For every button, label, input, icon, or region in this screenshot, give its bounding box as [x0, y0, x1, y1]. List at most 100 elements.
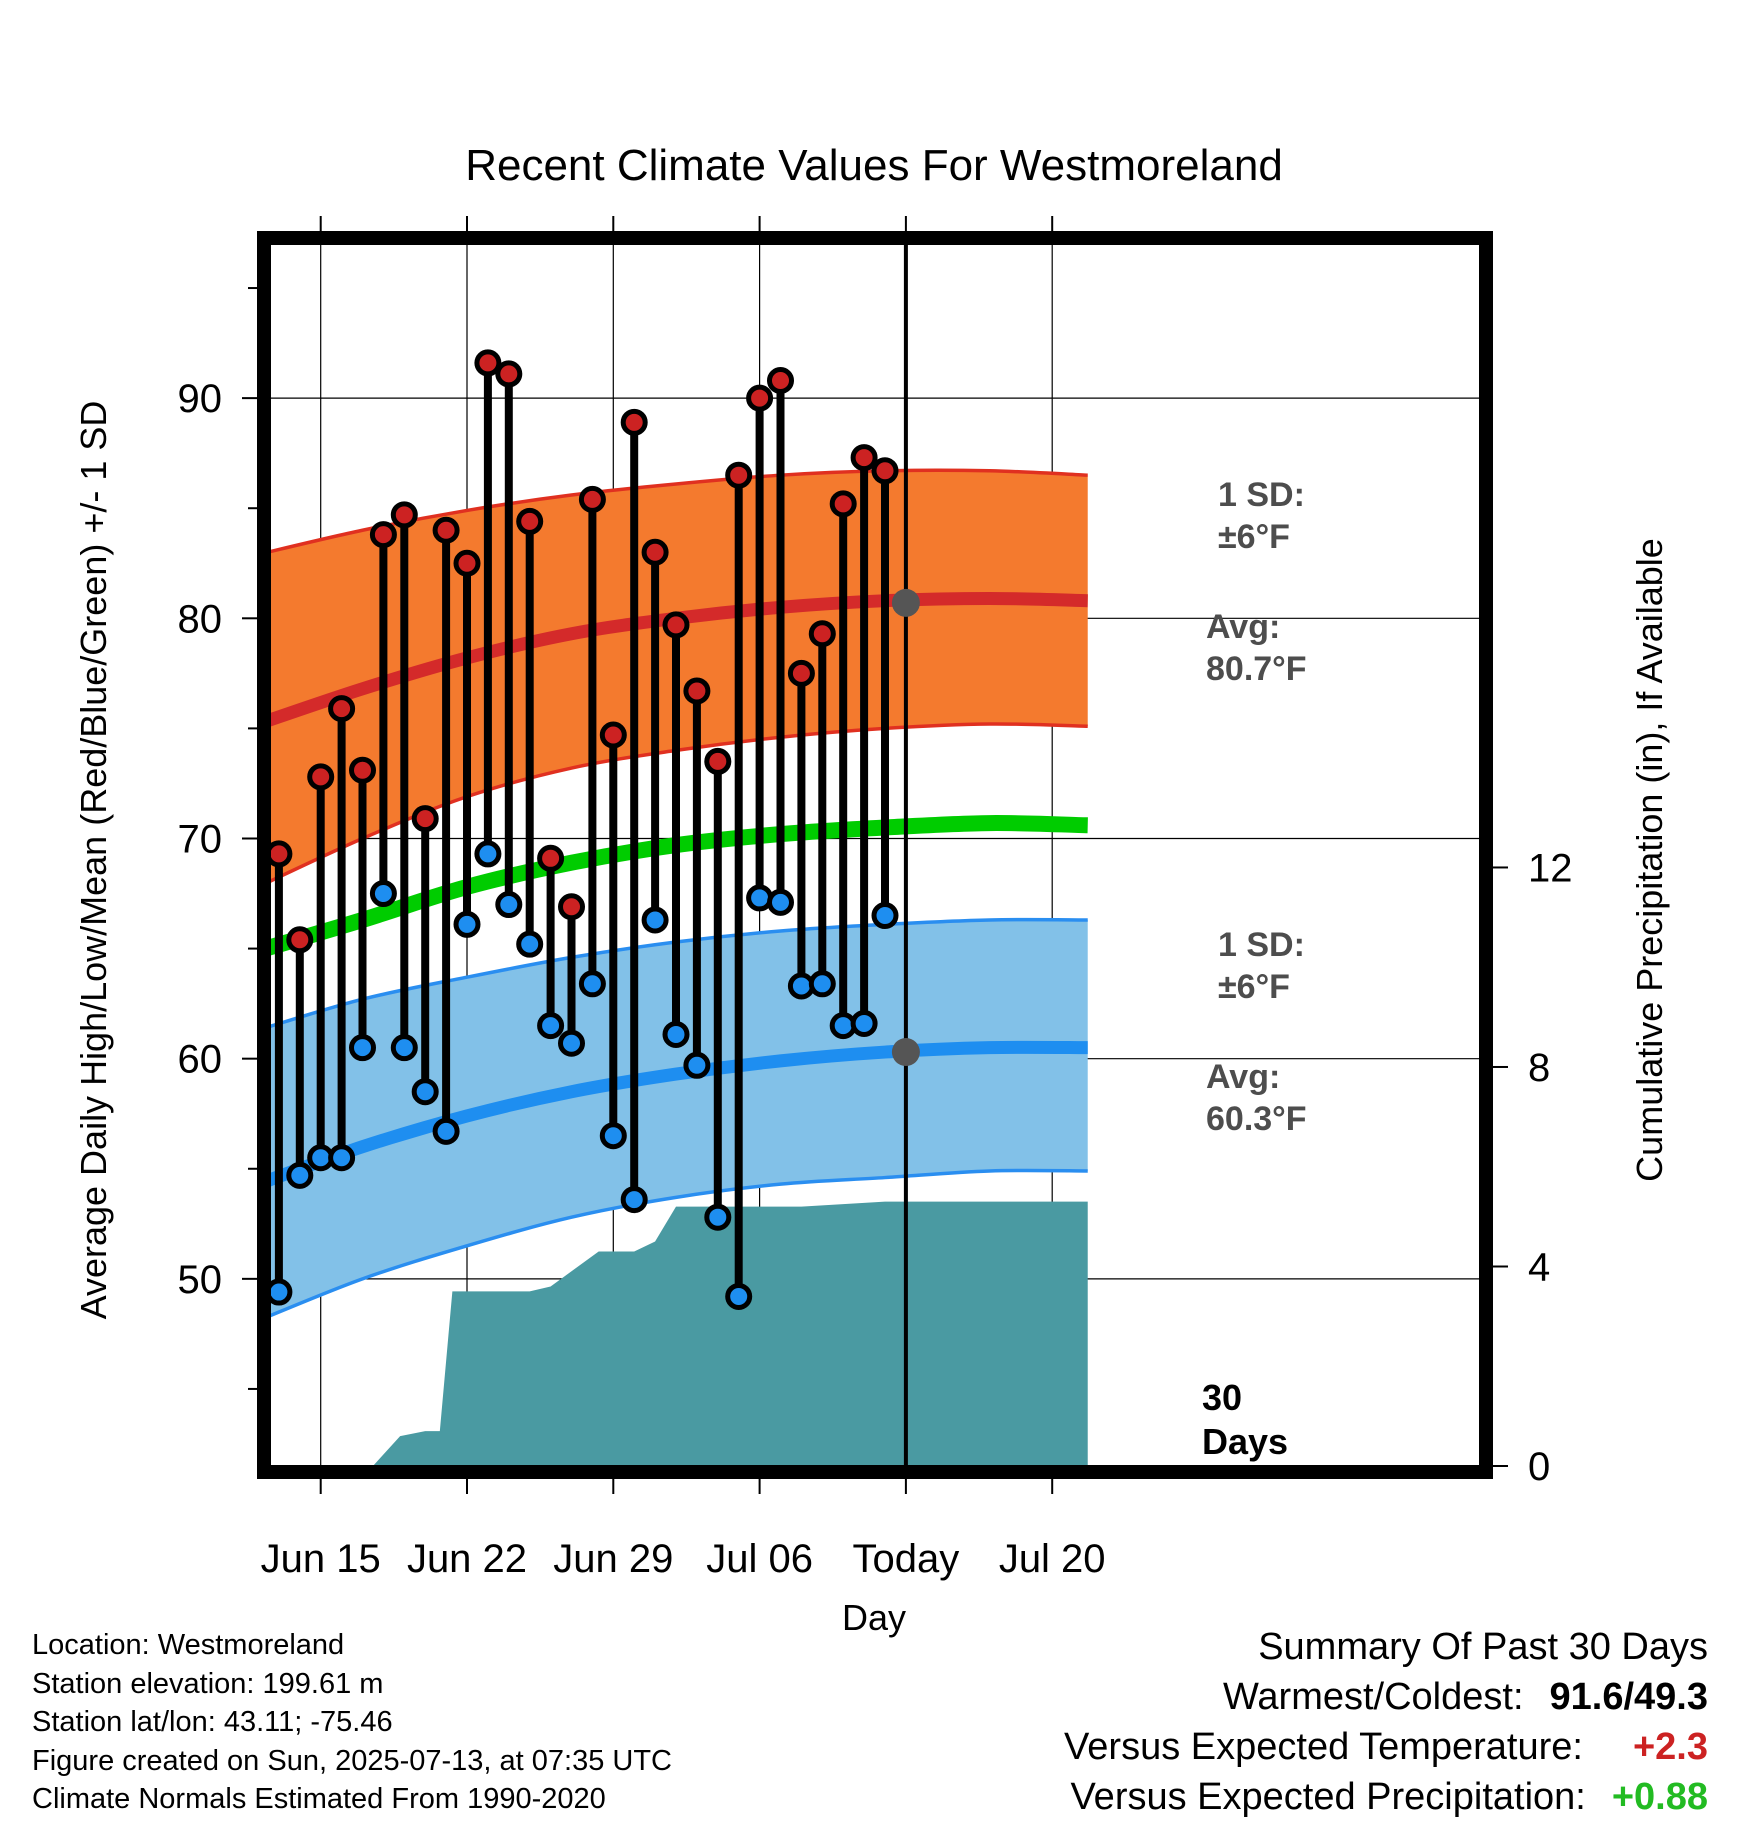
x-tick-label: Jun 29: [553, 1537, 673, 1581]
daily-high-point: [432, 516, 460, 544]
daily-high-point: [808, 620, 836, 648]
daily-low-point: [599, 1122, 627, 1150]
daily-high-point: [453, 549, 481, 577]
normal-low-avg-line: [270, 1040, 1088, 1187]
footer-created: Figure created on Sun, 2025-07-13, at 07…: [32, 1744, 672, 1777]
daily-low-point: [620, 1186, 648, 1214]
y2-tick-label: 12: [1528, 846, 1573, 890]
low-avg-label: 60.3°F: [1206, 1100, 1307, 1138]
summary-heading: Summary Of Past 30 Days: [1258, 1626, 1708, 1668]
today-avg-high-point: [891, 588, 920, 617]
summary-precip-label: Versus Expected Precipitation:: [1070, 1776, 1586, 1818]
daily-low-point: [558, 1029, 585, 1057]
daily-low-point: [871, 902, 899, 930]
daily-low-point: [641, 906, 669, 934]
daily-high-point: [725, 461, 753, 489]
daily-high-point: [537, 844, 565, 872]
summary-temp-label: Versus Expected Temperature:: [1064, 1726, 1583, 1768]
x-tick-label: Today: [853, 1537, 960, 1581]
summary-warm-cold: Warmest/Coldest: 91.6/49.3: [1064, 1672, 1708, 1722]
today-avg-low-point: [891, 1038, 920, 1067]
daily-high-point: [369, 521, 397, 549]
summary-temp-value: +2.3: [1632, 1726, 1708, 1768]
daily-low-point: [411, 1078, 439, 1106]
y2-tick-label: 8: [1528, 1046, 1550, 1090]
daily-high-point: [270, 840, 293, 868]
y-tick-label: 50: [178, 1258, 223, 1302]
plot-content: 1 SD: ±6°F Avg: 80.7°F 1 SD: ±6°F Avg: 60.3°F 30…: [270, 244, 1480, 1466]
daily-low-point: [369, 880, 397, 908]
daily-low-point: [328, 1144, 356, 1172]
x-tick-label: Jul 06: [706, 1537, 813, 1581]
station-info: Location: Westmoreland Station elevation…: [32, 1626, 672, 1819]
daily-high-point: [558, 893, 585, 921]
daily-high-point: [787, 659, 815, 687]
daily-low-point: [767, 888, 794, 916]
daily-high-point: [641, 538, 669, 566]
summary-precip-value: +0.88: [1611, 1776, 1708, 1818]
daily-high-point: [307, 763, 335, 791]
summary-warm-cold-value: 91.6/49.3: [1549, 1676, 1708, 1718]
daily-low-point: [432, 1117, 460, 1145]
daily-high-point: [746, 384, 774, 412]
x-tick-label: Jul 20: [999, 1537, 1106, 1581]
high-sd-label: ±6°F: [1218, 518, 1290, 556]
y-tick-label: 60: [178, 1038, 223, 1082]
daily-high-point: [474, 349, 502, 377]
y-tick-label: 70: [178, 817, 223, 861]
high-avg-label: Avg:: [1206, 608, 1280, 646]
x-tick-label: Jun 15: [261, 1537, 381, 1581]
daily-high-point: [516, 507, 544, 535]
daily-high-point: [495, 360, 523, 388]
y-tick-label: 80: [178, 597, 223, 641]
daily-low-point: [349, 1034, 376, 1062]
today-days-label: Days: [1202, 1421, 1288, 1462]
daily-high-point: [349, 756, 376, 784]
high-avg-label: 80.7°F: [1206, 650, 1307, 688]
daily-low-point: [453, 910, 481, 938]
low-sd-label: 1 SD:: [1218, 926, 1305, 964]
low-sd-label: ±6°F: [1218, 968, 1290, 1006]
daily-low-point: [516, 930, 544, 958]
footer-normals: Climate Normals Estimated From 1990-2020: [32, 1783, 606, 1815]
daily-low-point: [578, 970, 606, 998]
daily-low-point: [662, 1020, 690, 1048]
low-avg-label: Avg:: [1206, 1058, 1280, 1096]
daily-high-point: [620, 408, 648, 436]
daily-low-point: [495, 891, 523, 919]
daily-high-point: [599, 721, 627, 749]
y2-axis-label: Cumulative Precipitation (in), If Availa…: [1629, 538, 1670, 1182]
footer-location: Location: Westmoreland: [32, 1629, 345, 1661]
daily-low-point: [725, 1282, 753, 1310]
y-tick-label: 90: [178, 377, 223, 421]
daily-high-point: [411, 805, 439, 833]
daily-low-point: [746, 884, 774, 912]
daily-high-point: [662, 611, 690, 639]
summary-temp: Versus Expected Temperature: +2.3: [1064, 1722, 1708, 1772]
daily-high-point: [871, 457, 899, 485]
footer-elevation: Station elevation: 199.61 m: [32, 1667, 384, 1700]
y-axis-label: Average Daily High/Low/Mean (Red/Blue/Gr…: [73, 401, 114, 1320]
today-days-label: 30: [1202, 1377, 1242, 1418]
daily-high-point: [704, 747, 732, 775]
y2-tick-label: 0: [1528, 1445, 1550, 1489]
y2-tick-label: 4: [1528, 1245, 1550, 1289]
plot-area: 1 SD: ±6°F Avg: 80.7°F 1 SD: ±6°F Avg: 60.3°F 30…: [178, 216, 1573, 1581]
summary-warm-cold-label: Warmest/Coldest:: [1222, 1676, 1524, 1718]
daily-low-point: [270, 1278, 293, 1306]
daily-high-point: [767, 367, 794, 395]
daily-high-point: [578, 485, 606, 513]
daily-low-point: [537, 1012, 565, 1040]
high-sd-label: 1 SD:: [1218, 476, 1305, 514]
normal-low-band: [270, 919, 1088, 1316]
precipitation-area: [270, 1201, 1088, 1466]
summary-precip: Versus Expected Precipitation: +0.88: [1064, 1772, 1708, 1822]
daily-high-point: [683, 677, 711, 705]
daily-high-point: [328, 695, 356, 723]
daily-high-point: [390, 501, 418, 529]
daily-high-point: [850, 444, 878, 472]
x-tick-label: Jun 22: [407, 1537, 527, 1581]
footer-latlon: Station lat/lon: 43.11; -75.46: [32, 1706, 393, 1738]
daily-low-point: [850, 1009, 878, 1037]
